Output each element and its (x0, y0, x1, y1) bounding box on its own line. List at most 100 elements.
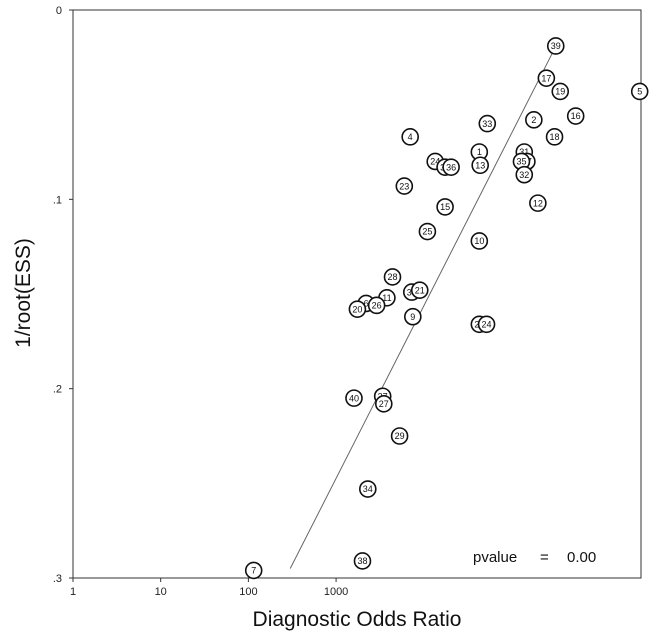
point-label: 13 (475, 160, 485, 170)
point-marker (551, 82, 570, 101)
annotation-sep: = (540, 549, 549, 566)
point-label: 1 (477, 147, 482, 157)
y-tick-label: 0 (56, 5, 62, 17)
data-point: 18 (545, 128, 564, 146)
point-label: 24 (482, 319, 492, 329)
point-marker (244, 561, 263, 580)
point-label: 19 (555, 87, 565, 97)
data-point: 25 (418, 222, 437, 241)
data-point: 38 (353, 552, 372, 570)
point-marker (478, 114, 497, 133)
data-point: 2 (525, 111, 543, 129)
regression-line (289, 43, 558, 569)
data-point: 23 (395, 177, 414, 195)
x-axis-ticks: 1 10 100 1000 (70, 578, 348, 598)
x-axis-title: Diagnostic Odds Ratio (253, 608, 462, 631)
point-marker (395, 177, 414, 195)
data-point: 28 (383, 268, 402, 286)
data-point: 36 (442, 158, 460, 176)
point-marker (359, 480, 377, 498)
point-marker (470, 232, 489, 250)
data-point: 17 (537, 69, 556, 87)
point-marker (477, 315, 496, 334)
point-label: 24 (430, 157, 440, 167)
point-label: 23 (399, 181, 409, 191)
point-label: 10 (474, 236, 484, 246)
point-marker (390, 427, 409, 445)
data-point: 21 (410, 281, 429, 300)
data-point: 20 (348, 300, 367, 318)
point-label: 34 (363, 484, 373, 494)
data-point: 24 (477, 315, 496, 334)
data-point: 9 (404, 307, 422, 326)
annotation-value: 0.00 (567, 549, 596, 566)
data-point: 26 (367, 296, 386, 315)
data-point: 5 (630, 82, 649, 101)
point-label: 35 (516, 157, 526, 167)
point-label: 16 (571, 111, 581, 121)
data-point: 13 (471, 156, 489, 175)
point-label: 21 (415, 285, 425, 295)
point-label: 32 (519, 170, 529, 180)
point-label: 26 (372, 301, 382, 311)
data-point: 29 (390, 427, 409, 445)
data-point: 12 (529, 194, 547, 212)
point-marker (383, 268, 402, 286)
point-marker (515, 165, 534, 184)
point-label: 18 (550, 132, 560, 142)
point-label: 11 (382, 293, 391, 303)
point-label: 40 (349, 393, 359, 403)
point-marker (529, 194, 547, 212)
data-point: 39 (546, 37, 565, 55)
y-axis-title: 1/root(ESS) (12, 238, 35, 348)
y-tick-label: .3 (53, 573, 62, 585)
y-tick-label: .1 (53, 194, 62, 206)
point-marker (471, 156, 489, 175)
point-label: 12 (533, 198, 543, 208)
point-marker (404, 307, 422, 326)
data-point: 33 (478, 114, 497, 133)
point-label: 39 (551, 41, 561, 51)
point-marker (442, 158, 460, 176)
point-marker (525, 111, 543, 129)
point-label: 29 (395, 431, 405, 441)
data-point: 34 (359, 480, 377, 498)
point-marker (348, 300, 367, 318)
point-label: 27 (379, 399, 389, 409)
plot-frame (72, 9, 642, 579)
y-tick-label: .2 (53, 384, 62, 396)
data-point: 4 (401, 128, 419, 146)
x-tick-label: 100 (239, 586, 257, 598)
point-label: 6 (364, 299, 369, 309)
point-label: 5 (637, 87, 642, 97)
point-label: 9 (410, 312, 415, 322)
point-label: 36 (446, 162, 456, 172)
point-label: 17 (541, 73, 551, 83)
data-point: 40 (345, 389, 363, 407)
y-axis-ticks: 0 .1 .2 .3 (53, 5, 73, 585)
point-marker (630, 82, 649, 101)
point-label: 25 (422, 227, 432, 237)
point-label: 4 (408, 132, 413, 142)
point-marker (418, 222, 437, 241)
annotation-label: pvalue (473, 549, 517, 566)
data-point: 15 (436, 198, 454, 216)
point-marker (436, 198, 454, 216)
point-marker (410, 281, 429, 300)
point-label: 20 (352, 304, 362, 314)
point-marker (401, 128, 419, 146)
point-label: 15 (440, 202, 450, 212)
data-points: 3917195162331841312437351330363223121525… (244, 37, 649, 580)
point-label: 38 (357, 556, 367, 566)
point-marker (545, 128, 564, 146)
point-marker (537, 69, 556, 87)
point-marker (345, 389, 363, 407)
data-point: 27 (374, 395, 393, 413)
x-tick-label: 10 (155, 586, 167, 598)
data-point: 7 (244, 561, 263, 580)
data-point: 32 (515, 165, 534, 184)
data-point: 19 (551, 82, 570, 101)
point-marker (367, 296, 386, 315)
data-point: 10 (470, 232, 489, 250)
